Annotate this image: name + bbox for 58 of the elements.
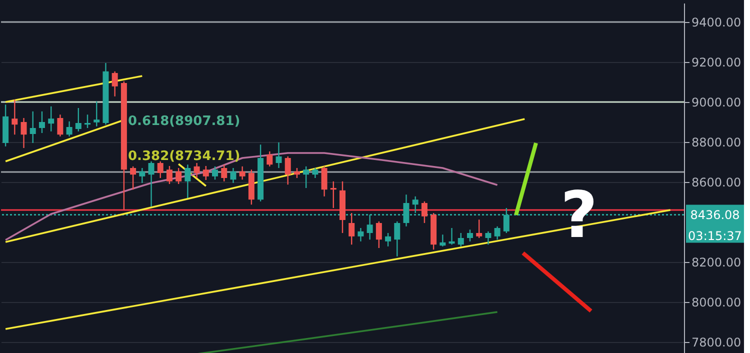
candlestick (221, 164, 228, 182)
candlestick (330, 180, 336, 209)
candlestick (276, 142, 282, 169)
candlestick (266, 150, 273, 167)
ref-line-label: 8436.08 (690, 208, 740, 222)
candlestick (139, 167, 146, 184)
candlestick (348, 212, 355, 246)
y-tick-label: 8200.00 (692, 256, 742, 270)
candlestick (176, 167, 182, 185)
candlestick (212, 166, 218, 180)
candlestick (12, 99, 18, 136)
candlestick (458, 232, 464, 247)
candlestick (303, 166, 310, 189)
annotation: 0.382(8734.71) (128, 149, 240, 164)
y-tick-label: 8600.00 (692, 176, 742, 190)
candlestick (184, 164, 191, 199)
candlestick (66, 120, 72, 137)
candlestick (166, 165, 172, 185)
y-tick-label: 9200.00 (692, 56, 742, 70)
annotation: 0.618(8907.81) (128, 114, 240, 129)
candlestick (466, 229, 473, 242)
candlestick (157, 160, 164, 179)
candlestick (376, 220, 382, 249)
candlestick (30, 110, 36, 144)
candlestick (448, 227, 455, 246)
candlestick (312, 167, 318, 179)
candlestick (239, 166, 246, 180)
y-tick-label: 7800.00 (692, 336, 742, 350)
candlestick (112, 70, 118, 97)
candlestick (294, 167, 300, 179)
y-tick-label: 8000.00 (692, 296, 742, 310)
candlestick (321, 166, 328, 197)
candlestick (38, 110, 45, 134)
candlestick (148, 160, 154, 207)
candlestick (385, 232, 392, 247)
candlestick (202, 165, 209, 181)
candlestick (394, 220, 400, 257)
candlestick (230, 167, 236, 184)
candlestick (48, 106, 54, 132)
candlestick (476, 219, 482, 239)
candlestick (440, 234, 446, 247)
candlestick (421, 200, 428, 224)
candlestick (84, 114, 91, 129)
line-series (4, 152, 498, 241)
candlestick (485, 230, 492, 246)
candlestick (494, 226, 500, 240)
candlestick (194, 162, 200, 179)
candlestick (284, 156, 291, 186)
candlestick (358, 227, 364, 242)
candlestick (130, 166, 136, 190)
candlestick (57, 114, 64, 137)
candlestick (75, 107, 82, 132)
candlestick (20, 117, 27, 149)
text: 03:15:37 (688, 229, 742, 243)
candlestick (94, 100, 100, 127)
y-tick-label: 9000.00 (692, 96, 742, 110)
y-tick-label: 8800.00 (692, 136, 742, 150)
y-tick-label: 9400.00 (692, 16, 742, 30)
